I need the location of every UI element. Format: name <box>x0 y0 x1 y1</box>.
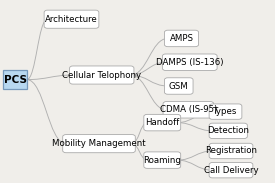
FancyBboxPatch shape <box>144 152 181 168</box>
Text: Call Delivery: Call Delivery <box>204 166 258 175</box>
Text: Architecture: Architecture <box>45 15 98 24</box>
Text: Registration: Registration <box>205 146 257 156</box>
Text: Detection: Detection <box>207 126 249 135</box>
Text: AMPS: AMPS <box>169 34 194 43</box>
FancyBboxPatch shape <box>162 54 217 70</box>
Text: CDMA (IS-95): CDMA (IS-95) <box>160 105 217 114</box>
FancyBboxPatch shape <box>209 143 253 159</box>
FancyBboxPatch shape <box>164 30 199 47</box>
FancyBboxPatch shape <box>209 163 253 178</box>
Text: Mobility Management: Mobility Management <box>52 139 146 148</box>
FancyBboxPatch shape <box>3 70 27 89</box>
FancyBboxPatch shape <box>164 78 193 94</box>
FancyBboxPatch shape <box>209 123 248 139</box>
FancyBboxPatch shape <box>209 104 242 119</box>
Text: DAMPS (IS-136): DAMPS (IS-136) <box>156 58 224 67</box>
Text: Cellular Telophony: Cellular Telophony <box>62 70 141 80</box>
Text: PCS: PCS <box>4 75 27 85</box>
Text: Roaming: Roaming <box>143 156 181 165</box>
FancyBboxPatch shape <box>163 102 214 118</box>
Text: Types: Types <box>213 107 238 116</box>
FancyBboxPatch shape <box>63 135 135 153</box>
Text: Handoff: Handoff <box>145 118 179 127</box>
FancyBboxPatch shape <box>144 114 181 131</box>
FancyBboxPatch shape <box>44 10 99 28</box>
Text: GSM: GSM <box>169 81 189 91</box>
FancyBboxPatch shape <box>70 66 134 84</box>
